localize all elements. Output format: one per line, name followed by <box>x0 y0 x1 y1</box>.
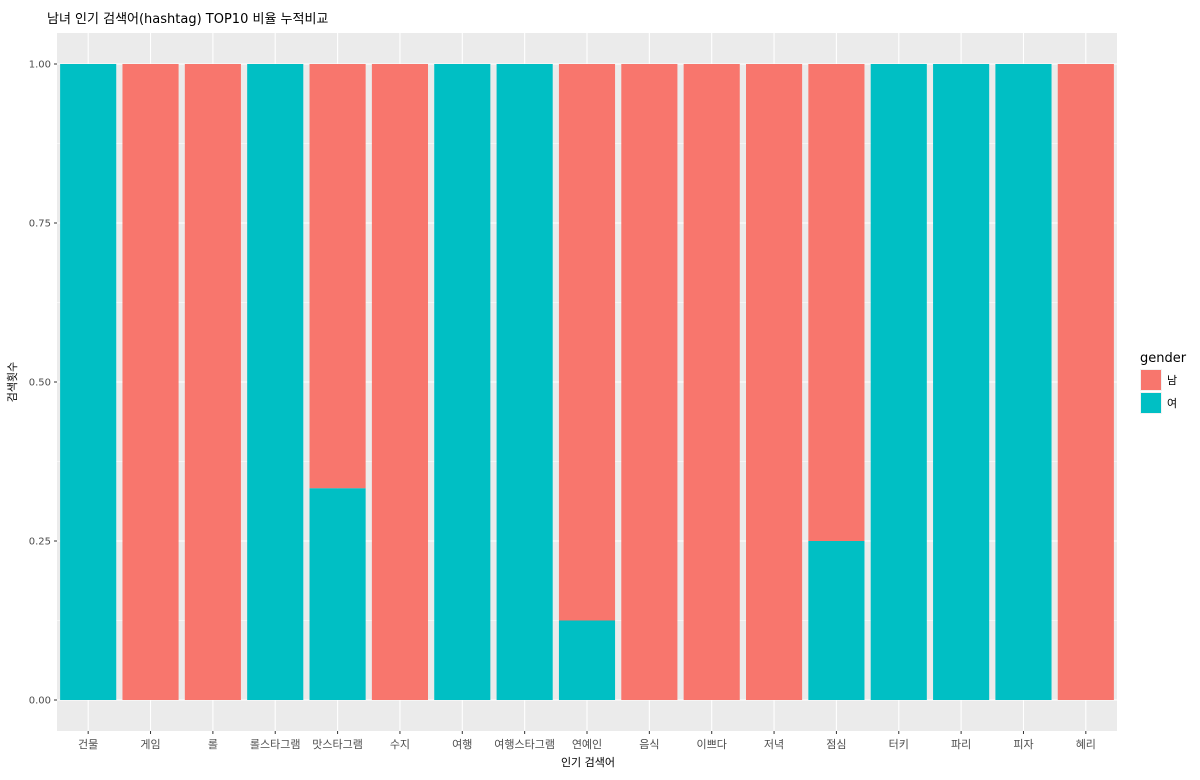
bar-남-저녁 <box>746 64 803 700</box>
y-axis-title: 검색횟수 <box>6 362 19 402</box>
x-tick-label: 수지 <box>390 738 410 751</box>
legend-swatch-여 <box>1141 393 1161 413</box>
bar-여-건물 <box>60 64 117 700</box>
x-tick-label: 파리 <box>951 738 971 751</box>
chart-title: 남녀 인기 검색어(hashtag) TOP10 비율 누적비교 <box>47 12 328 27</box>
x-tick-label: 이쁘다 <box>697 738 727 751</box>
plot-area: 0.00 0.25 0.50 0.75 1.00 건물 게임 롤 롤스타그램 맛스타그램 수지 여행 여… <box>29 33 1117 751</box>
bar-남-맛스타그램 <box>309 64 366 489</box>
bar-남-혜리 <box>1057 64 1114 700</box>
legend-label: 여 <box>1167 397 1177 410</box>
bar-여-파리 <box>933 64 990 700</box>
y-tick-label: 0.50 <box>29 378 51 389</box>
bar-여-터키 <box>870 64 927 700</box>
bar-여-맛스타그램 <box>309 488 366 700</box>
x-tick-label: 점심 <box>826 738 846 751</box>
x-tick-label: 여행스타그램 <box>494 738 555 751</box>
x-tick-label: 건물 <box>78 738 98 751</box>
bar-여-피자 <box>995 64 1052 700</box>
y-tick-label: 0.75 <box>29 219 51 230</box>
x-tick-label: 피자 <box>1013 738 1033 751</box>
x-tick-label: 혜리 <box>1076 738 1096 751</box>
x-tick-label: 맛스타그램 <box>312 738 363 751</box>
x-tick-label: 저녁 <box>764 738 784 751</box>
bar-남-수지 <box>371 64 428 700</box>
x-tick-label: 터키 <box>889 738 909 751</box>
x-tick-label: 롤스타그램 <box>250 738 301 751</box>
y-tick-label: 1.00 <box>29 60 51 71</box>
x-tick-label: 여행 <box>452 738 472 751</box>
x-tick-label: 연예인 <box>572 738 602 751</box>
bar-남-게임 <box>122 64 179 700</box>
bar-남-이쁘다 <box>683 64 740 700</box>
y-tick-label: 0.00 <box>29 696 51 707</box>
legend-swatch-남 <box>1141 370 1161 390</box>
bar-남-점심 <box>808 64 865 541</box>
bar-여-여행스타그램 <box>496 64 553 700</box>
bar-여-여행 <box>434 64 491 700</box>
bar-여-점심 <box>808 541 865 700</box>
bar-남-음식 <box>621 64 678 700</box>
x-axis-title: 인기 검색어 <box>561 756 615 769</box>
bar-여-연예인 <box>558 620 616 700</box>
bar-남-롤 <box>184 64 241 700</box>
legend-title: gender <box>1140 351 1187 366</box>
x-tick-label: 롤 <box>208 738 218 751</box>
legend-label: 남 <box>1167 374 1177 387</box>
y-tick-label: 0.25 <box>29 537 51 548</box>
legend: gender 남여 <box>1140 351 1187 414</box>
x-tick-label: 음식 <box>639 738 659 751</box>
bar-남-연예인 <box>558 64 616 621</box>
x-tick-label: 게임 <box>140 738 160 751</box>
bar-여-롤스타그램 <box>247 64 304 700</box>
